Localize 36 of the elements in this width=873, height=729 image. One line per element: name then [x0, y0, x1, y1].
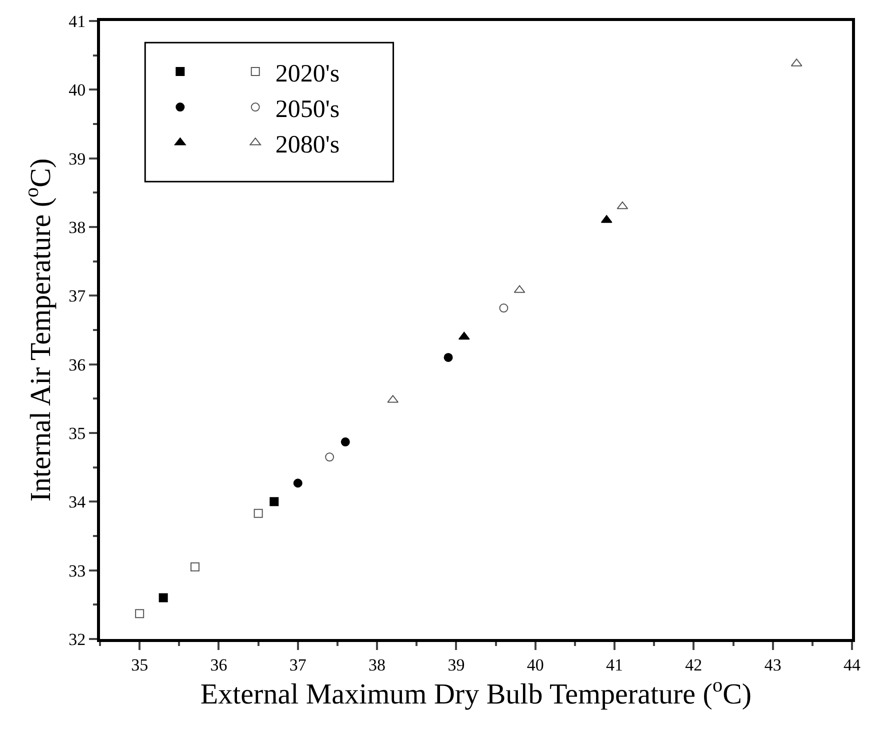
- point: [499, 304, 508, 313]
- x-tick-label: 44: [844, 655, 861, 674]
- y-tick-label: 34: [68, 492, 86, 512]
- y-tick-label: 40: [68, 80, 86, 100]
- y-tick-label: 39: [68, 149, 86, 168]
- x-tick-label: 43: [764, 655, 782, 674]
- legend-label: 2050's: [275, 96, 340, 123]
- point: [325, 452, 334, 462]
- point: [254, 508, 263, 518]
- x-tick-label: 42: [685, 655, 702, 674]
- point: [158, 593, 168, 602]
- point: [270, 497, 279, 506]
- y-tick-label: 35: [68, 424, 86, 443]
- x-tick-label: 40: [526, 655, 544, 674]
- y-tick-label: 32: [68, 630, 86, 649]
- point: [190, 562, 200, 572]
- legend-label: 2080's: [275, 131, 340, 158]
- point: [444, 352, 453, 362]
- point: [135, 609, 144, 618]
- y-tick-label: 36: [68, 355, 86, 374]
- point: [616, 201, 628, 210]
- y-tick-label: 41: [68, 12, 86, 31]
- x-tick-label: 35: [131, 655, 148, 674]
- point: [458, 332, 470, 340]
- x-tick-label: 38: [368, 655, 386, 674]
- x-tick-label: 41: [606, 655, 624, 674]
- x-axis-title: External Maximum Dry Bulb Temperature ($^{o}$C): [200, 674, 752, 711]
- x-tick-label: 36: [210, 655, 228, 674]
- point: [340, 437, 350, 446]
- x-tick-label: 39: [448, 655, 465, 674]
- x-tick-label: 37: [289, 655, 307, 674]
- y-tick-label: 37: [68, 286, 86, 306]
- point: [293, 478, 302, 488]
- y-tick-label: 33: [68, 561, 86, 580]
- y-tick-label: 38: [68, 218, 86, 237]
- legend-label: 2020's: [275, 60, 340, 88]
